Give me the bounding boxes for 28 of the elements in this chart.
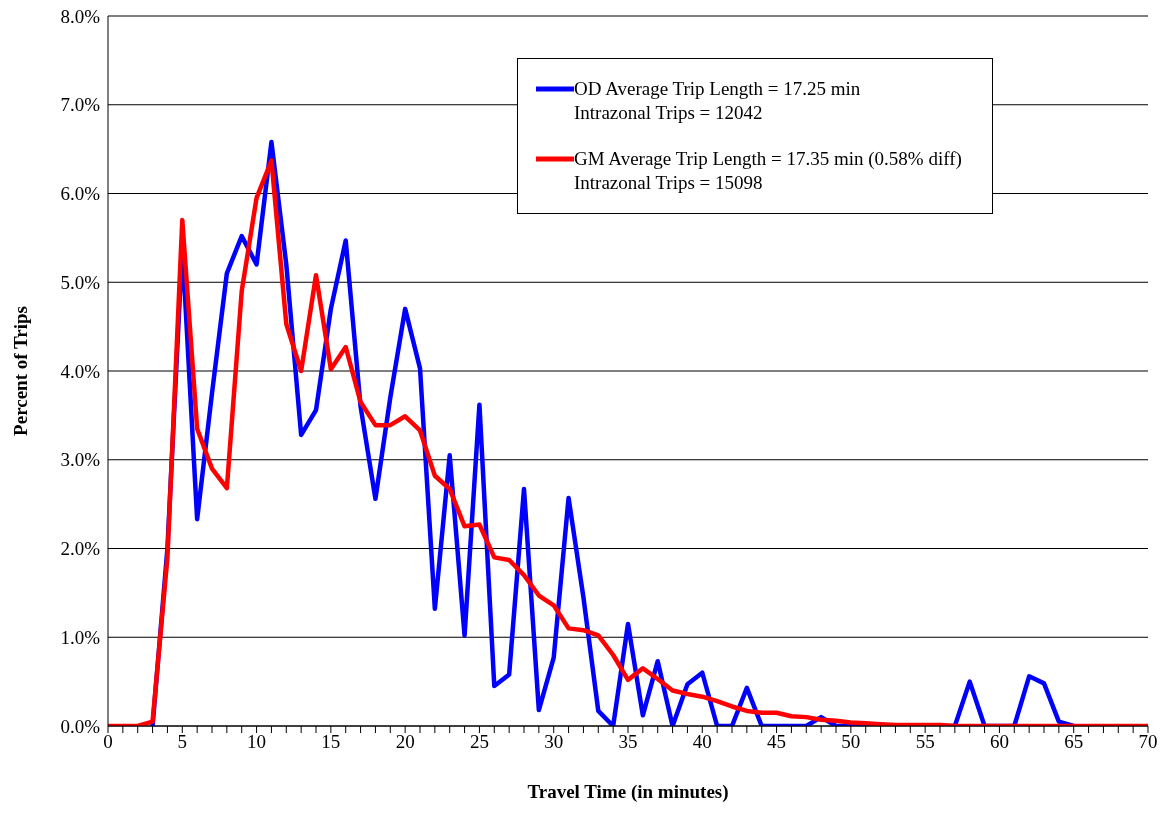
y-tick-label: 3.0% — [60, 449, 101, 471]
x-tick-label: 35 — [618, 731, 638, 753]
y-tick-label: 1.0% — [60, 626, 101, 648]
x-tick-label: 15 — [321, 731, 341, 753]
y-tick-label: 5.0% — [60, 271, 101, 293]
x-tick-label: 40 — [692, 731, 712, 753]
x-axis-title: Travel Time (in minutes) — [527, 781, 729, 803]
x-tick-label: 55 — [915, 731, 935, 753]
x-tick-label: 70 — [1138, 731, 1158, 753]
x-tick-label: 0 — [103, 731, 113, 753]
x-tick-label: 50 — [841, 731, 861, 753]
x-tick-label: 65 — [1064, 731, 1084, 753]
x-tick-label: 30 — [544, 731, 564, 753]
y-tick-label: 7.0% — [60, 94, 101, 116]
y-tick-label: 8.0% — [60, 5, 101, 27]
x-tick-label: 25 — [469, 731, 489, 753]
y-tick-label: 0.0% — [60, 715, 101, 737]
x-tick-label: 20 — [395, 731, 415, 753]
legend-label: GM Average Trip Length = 17.35 min (0.58% diff) Intrazonal Trips = 15098 — [574, 147, 962, 195]
y-tick-label: 6.0% — [60, 183, 101, 205]
x-tick-label: 60 — [989, 731, 1009, 753]
x-tick-label: 5 — [177, 731, 188, 753]
y-axis-title: Percent of Trips — [9, 306, 31, 436]
y-tick-label: 2.0% — [60, 538, 101, 560]
x-tick-label: 45 — [767, 731, 787, 753]
legend-label: OD Average Trip Length = 17.25 min Intrazonal Trips = 12042 — [574, 77, 861, 125]
y-tick-label: 4.0% — [60, 360, 101, 382]
x-tick-label: 10 — [247, 731, 267, 753]
